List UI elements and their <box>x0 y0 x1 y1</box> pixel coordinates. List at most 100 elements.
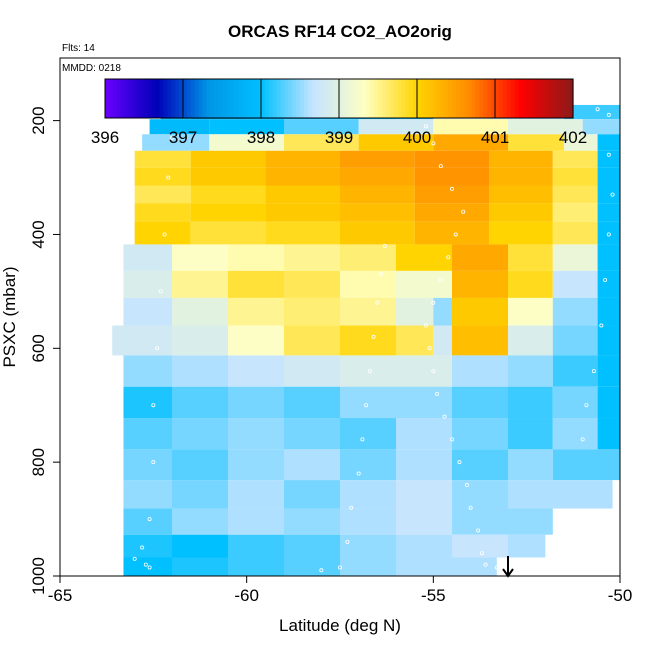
heatmap-cell <box>508 480 613 509</box>
track-point <box>166 175 171 180</box>
colorbar-segment <box>452 79 457 118</box>
heatmap-cell <box>552 150 598 168</box>
heatmap-cell <box>172 449 228 481</box>
colorbar-segment <box>354 79 360 118</box>
colorbar-segment <box>249 79 254 118</box>
track-point <box>364 403 369 408</box>
heatmap-cell <box>284 449 340 481</box>
colorbar-segment <box>331 79 336 118</box>
heatmap-cell <box>552 355 598 387</box>
heatmap-cell <box>284 508 340 535</box>
track-point <box>158 289 163 294</box>
heatmap-cell <box>508 119 583 135</box>
heatmap-cell <box>228 325 284 356</box>
colorbar-segment <box>288 79 293 118</box>
heatmap-cell <box>340 508 396 535</box>
colorbar-tick-label: 402 <box>559 128 587 147</box>
track-point <box>442 414 447 419</box>
y-axis: 200 400 600 800 1000 <box>29 106 60 595</box>
heatmap-cell <box>552 449 620 481</box>
heatmap-cell <box>340 270 396 298</box>
heatmap-cell <box>190 167 266 186</box>
heatmap-cell <box>552 167 598 186</box>
colorbar-segment <box>167 79 172 118</box>
colorbar-segment <box>569 79 574 118</box>
colorbar: 396 397 398 399 400 401 402 <box>91 78 587 147</box>
heatmap-cell <box>172 386 228 419</box>
heatmap-cell <box>508 297 553 326</box>
colorbar-segment <box>186 79 192 118</box>
track-point <box>606 112 611 117</box>
colorbar-segment <box>456 79 461 118</box>
colorbar-segment <box>147 79 153 118</box>
heatmap-cell <box>396 355 452 387</box>
track-point <box>345 539 350 544</box>
track-point <box>423 124 428 129</box>
heatmap-cell <box>340 386 396 419</box>
colorbar-segment <box>300 79 305 118</box>
colorbar-segment <box>237 79 243 118</box>
heatmap-cell <box>284 297 340 326</box>
track-point <box>423 323 428 328</box>
track-point <box>438 164 443 169</box>
heatmap-cell <box>340 203 415 222</box>
heatmap-cell <box>340 221 415 245</box>
heatmap-cell <box>396 480 452 509</box>
track-point <box>147 565 152 570</box>
colorbar-segment <box>502 79 508 118</box>
y-tick-label: 1000 <box>29 557 48 595</box>
y-tick-label: 200 <box>29 106 48 134</box>
heatmap-cell <box>134 203 191 222</box>
heatmap-cell <box>190 150 266 168</box>
track-point <box>427 346 432 351</box>
heatmap-cell <box>284 119 359 135</box>
heatmap-cell <box>597 150 620 168</box>
heatmap-cell <box>433 134 508 151</box>
heatmap-cell <box>123 449 172 481</box>
heatmap-cell <box>228 270 284 298</box>
x-axis-label: Latitude (deg N) <box>279 616 401 635</box>
heatmap-cell <box>433 297 452 326</box>
colorbar-segment <box>420 79 426 118</box>
colorbar-segment <box>495 79 500 118</box>
colorbar-segment <box>417 79 422 118</box>
heatmap-cell <box>123 418 172 450</box>
colorbar-segment <box>440 79 445 118</box>
heatmap-cell <box>149 119 210 135</box>
colorbar-segment <box>292 79 297 118</box>
heatmap-cell <box>340 150 415 168</box>
heatmap-cell <box>396 534 452 558</box>
colorbar-segment <box>370 79 375 118</box>
colorbar-segment <box>253 79 258 118</box>
colorbar-segment <box>124 79 129 118</box>
heatmap-cell <box>284 270 340 298</box>
heatmap-cell <box>552 244 598 271</box>
colorbar-segment <box>198 79 204 118</box>
colorbar-segment <box>378 79 383 118</box>
colorbar-tick-label: 401 <box>481 128 509 147</box>
heatmap-cell <box>172 244 228 271</box>
track-point <box>379 272 384 277</box>
colorbar-segment <box>229 79 235 118</box>
heatmap-cell <box>489 150 553 168</box>
heatmap-cell <box>414 203 490 222</box>
heatmap-cell <box>284 355 340 387</box>
heatmap-cell <box>265 203 340 222</box>
colorbar-segment <box>112 79 118 118</box>
colorbar-segment <box>319 79 324 118</box>
heatmap-cell <box>340 244 396 271</box>
colorbar-segment <box>276 79 282 118</box>
colorbar-segment <box>553 79 558 118</box>
colorbar-segment <box>140 79 145 118</box>
heatmap-cell <box>396 297 434 326</box>
colorbar-segment <box>424 79 430 118</box>
colorbar-segment <box>190 79 196 118</box>
colorbar-tick-label: 400 <box>403 128 431 147</box>
colorbar-segment <box>268 79 274 118</box>
heatmap-cell <box>284 480 340 509</box>
heatmap-cell <box>228 418 284 450</box>
marker-group <box>502 556 514 578</box>
heatmap-cell <box>284 534 340 558</box>
heatmap-cell <box>552 386 598 419</box>
colorbar-segment <box>214 79 219 118</box>
